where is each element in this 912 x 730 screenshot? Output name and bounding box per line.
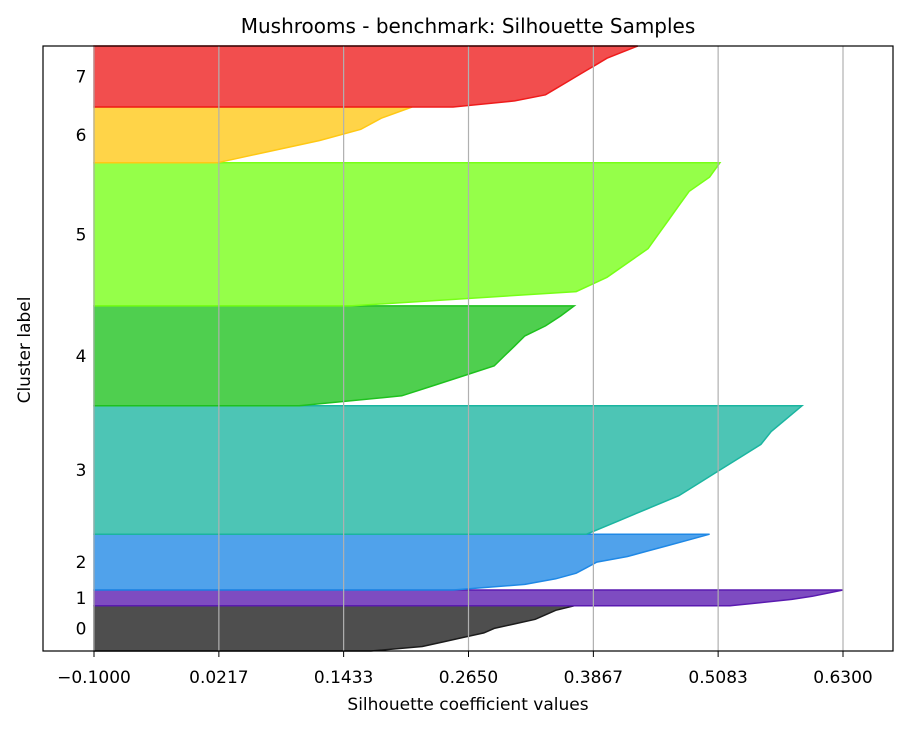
cluster-label-0: 0 [76,619,87,639]
chart-title: Mushrooms - benchmark: Silhouette Sample… [241,14,696,38]
x-tick-label-3: 0.2650 [439,668,498,688]
y-axis-label: Cluster label [15,297,35,404]
x-axis-label: Silhouette coefficient values [347,695,588,715]
cluster-label-3: 3 [76,461,87,481]
x-tick-label-2: 0.1433 [314,668,373,688]
x-tick-label-6: 0.6300 [813,668,872,688]
gridlines [93,46,844,651]
cluster-7-area [93,45,639,108]
plot-area [42,45,894,652]
x-tick-label-4: 0.3867 [564,668,623,688]
cluster-areas [93,45,844,652]
x-tick-label-1: 0.0217 [189,668,248,688]
cluster-3-area [93,405,805,535]
x-tick-label-0: −0.1000 [57,668,131,688]
cluster-labels: 0 1 2 3 4 5 6 7 [76,68,87,640]
cluster-label-2: 2 [76,553,87,573]
cluster-label-7: 7 [76,68,87,88]
cluster-label-5: 5 [76,225,87,245]
cluster-4-area [93,305,577,407]
cluster-label-6: 6 [76,126,87,146]
x-tick-label-5: 0.5083 [688,668,747,688]
cluster-2-area [93,533,710,591]
cluster-label-4: 4 [76,347,87,367]
cluster-label-1: 1 [76,589,87,609]
x-axis-ticks: −0.1000 0.0217 0.1433 0.2650 0.3867 0.5083 0.6… [57,651,873,688]
